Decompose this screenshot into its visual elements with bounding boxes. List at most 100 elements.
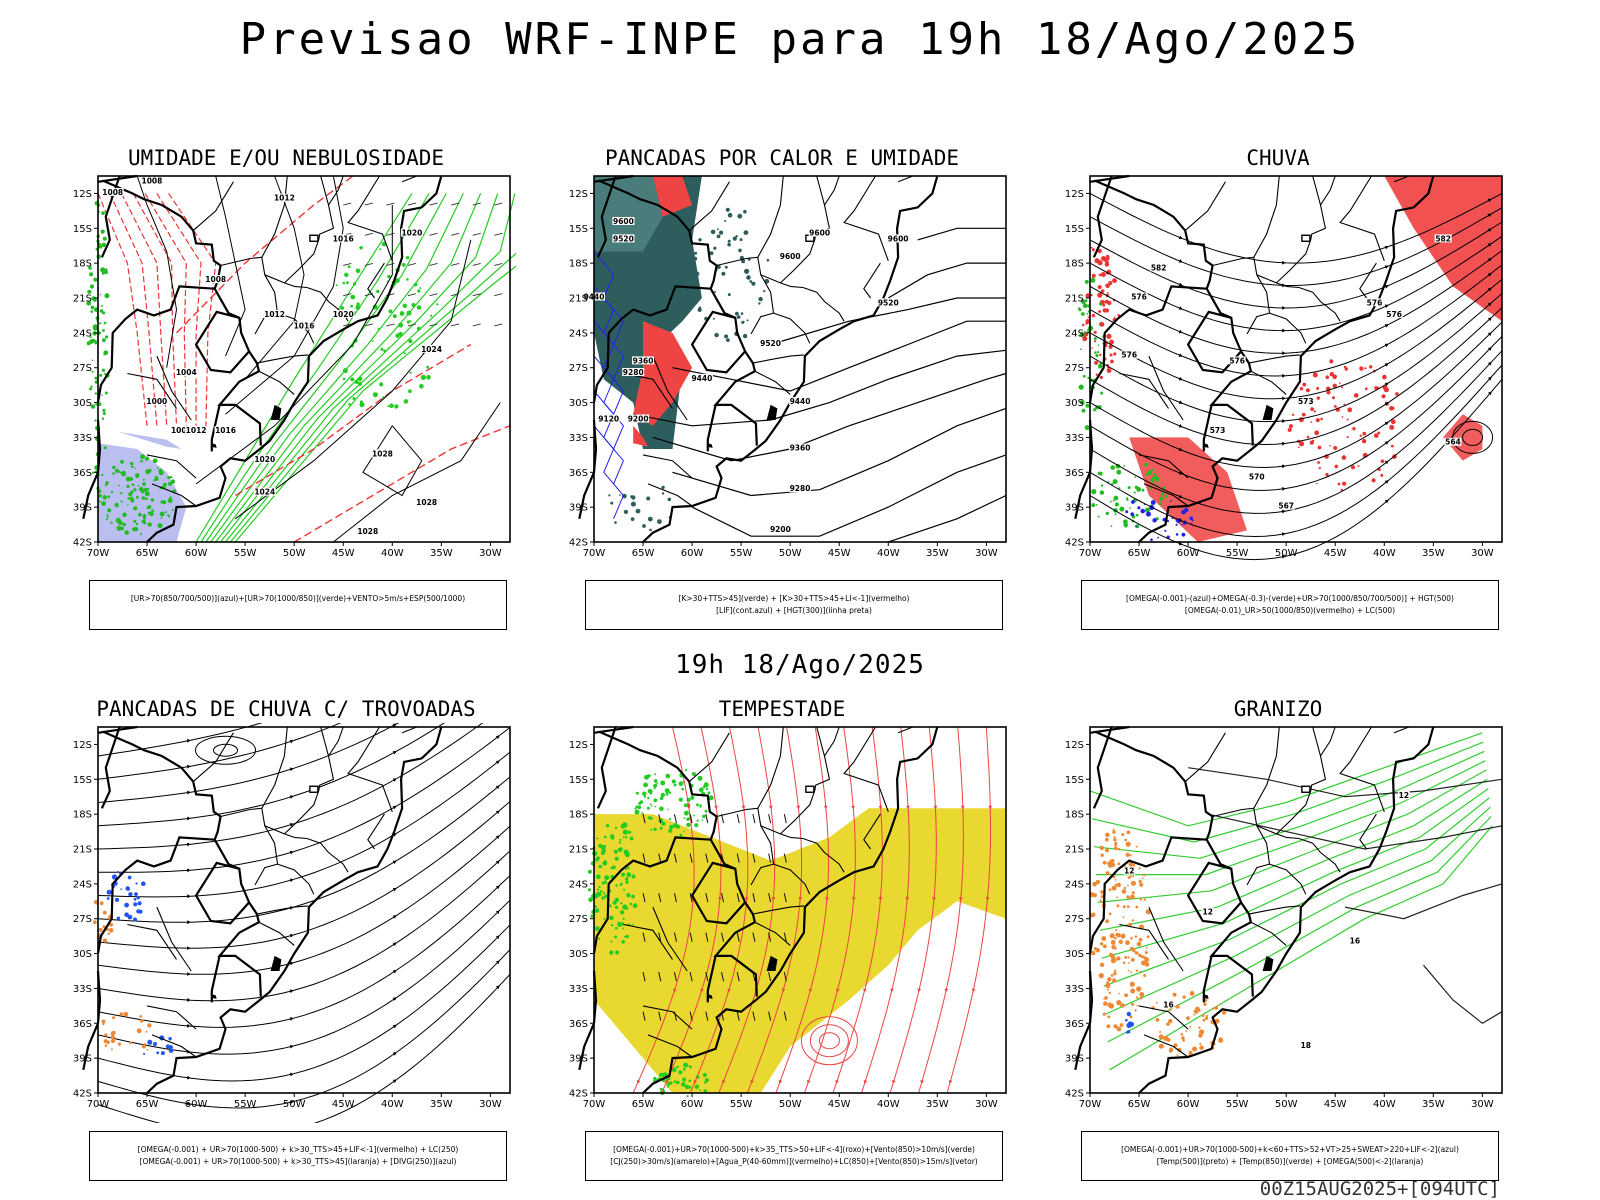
rain-cell bbox=[1310, 421, 1313, 423]
coastline bbox=[1138, 726, 1435, 1094]
wind850-green-cell bbox=[619, 838, 622, 841]
state-border bbox=[1393, 175, 1410, 183]
rain-cell bbox=[1109, 353, 1113, 357]
x-tick-label: 45W bbox=[1324, 1099, 1347, 1110]
legend-line: [OMEGA(-0.001)-(azul)+OMEGA(-0.3)-(verde… bbox=[1126, 594, 1454, 603]
temp850-contour bbox=[1089, 732, 1483, 827]
omega500-orange-cell bbox=[1127, 969, 1130, 972]
instability-cell bbox=[727, 242, 731, 247]
wind850-green-cell bbox=[683, 1068, 686, 1071]
x-tick-label: 50W bbox=[1275, 1099, 1298, 1110]
omega500-orange-cell bbox=[1108, 912, 1112, 916]
humidity-1000-850-cell bbox=[122, 512, 127, 518]
omega-blue-cell bbox=[1166, 520, 1170, 523]
legend-line: [Temp(500)](preto) + [Temp(850)](verde) … bbox=[1156, 1157, 1424, 1166]
wind850-green-cell bbox=[661, 821, 666, 826]
wind850-green-cell bbox=[647, 816, 651, 820]
y-tick-label: 36S bbox=[569, 468, 588, 479]
instability-cell bbox=[737, 213, 743, 219]
coastline bbox=[642, 175, 939, 543]
instability-cell bbox=[736, 315, 741, 319]
country-border bbox=[194, 861, 250, 925]
stream-arrow bbox=[289, 767, 294, 772]
wind850-green-cell bbox=[653, 779, 658, 783]
rain-cell bbox=[1094, 360, 1099, 365]
state-border bbox=[790, 285, 845, 322]
humidity-1000-850-cell bbox=[167, 481, 173, 486]
contour-label: 9520 bbox=[613, 234, 634, 243]
omega500-orange-cell bbox=[1125, 841, 1131, 847]
state-border bbox=[897, 175, 914, 183]
streamline bbox=[97, 973, 511, 1123]
omega500-orange-cell bbox=[1143, 974, 1147, 977]
country-border bbox=[1202, 955, 1213, 1003]
omega500-orange-cell bbox=[1110, 974, 1114, 977]
omega500-orange-cell bbox=[1130, 894, 1135, 900]
instability-cell bbox=[714, 332, 719, 338]
wind-arrow bbox=[419, 287, 422, 290]
rain-cell bbox=[1371, 478, 1376, 483]
humidity-1000-850-cell bbox=[162, 500, 167, 505]
wind850-green-cell bbox=[659, 1072, 664, 1078]
convection-orange-cell bbox=[106, 1040, 110, 1044]
stream-arrow bbox=[988, 805, 993, 810]
contour-label: 576 bbox=[1131, 293, 1147, 302]
wind-vector bbox=[494, 263, 503, 266]
contour-label: 9520 bbox=[878, 298, 899, 307]
stream-arrow bbox=[1178, 353, 1183, 357]
omega500-orange-cell bbox=[1091, 950, 1096, 956]
humidity-1000-850-cell bbox=[90, 385, 93, 388]
y-tick-label: 27S bbox=[73, 914, 92, 925]
omega500-orange-cell bbox=[1159, 1031, 1162, 1033]
isobar bbox=[136, 175, 178, 368]
humidity-1000-850-cell bbox=[128, 492, 133, 497]
contour-label: 9360 bbox=[790, 444, 811, 453]
wind850-green-cell bbox=[608, 904, 612, 908]
omega500-orange-cell bbox=[1158, 1034, 1164, 1040]
humidity-1000-850-cell bbox=[114, 502, 119, 508]
omega-blue-cell bbox=[1125, 510, 1129, 514]
omega500-orange-cell bbox=[1199, 1029, 1205, 1035]
humidity-1000-850-cell bbox=[107, 495, 111, 499]
stream-arrow bbox=[1384, 402, 1389, 406]
stream-arrow bbox=[392, 997, 397, 1001]
instability-cell bbox=[661, 485, 665, 490]
rain-cell bbox=[1097, 260, 1103, 266]
wind850-green-cell bbox=[654, 773, 657, 776]
omega500-orange-cell bbox=[1143, 898, 1146, 901]
wind-vector bbox=[451, 293, 460, 297]
omega500-orange-cell bbox=[1144, 957, 1150, 962]
contour-label: 9440 bbox=[691, 374, 712, 383]
divergence-cell bbox=[117, 870, 119, 873]
state-border bbox=[1393, 726, 1410, 734]
humidity-1000-850-cell bbox=[135, 495, 139, 499]
streamline bbox=[97, 727, 511, 873]
omega500-orange-cell bbox=[1136, 996, 1139, 999]
rain-cell bbox=[1353, 393, 1359, 398]
omega500-orange-cell bbox=[1111, 885, 1117, 891]
humidity-1000-850-cell bbox=[99, 322, 102, 325]
state-border bbox=[1119, 923, 1169, 960]
state-border bbox=[220, 256, 262, 267]
wind850-green-cell bbox=[598, 937, 601, 940]
wind-vector bbox=[689, 972, 693, 982]
contour-label: 1012 bbox=[274, 194, 295, 203]
humidity-1000-850-contour bbox=[220, 193, 499, 543]
instability-cell bbox=[698, 238, 702, 242]
stream-arrow bbox=[798, 897, 803, 901]
contour-label-bg bbox=[789, 484, 811, 493]
humidity-1000-850-cell bbox=[156, 467, 159, 469]
contour-label-bg bbox=[400, 228, 423, 237]
country-border bbox=[100, 726, 121, 809]
streamline bbox=[97, 723, 263, 757]
contour-label-bg bbox=[612, 216, 635, 225]
convection-orange-cell bbox=[102, 938, 107, 943]
wind850-green-cell bbox=[649, 791, 653, 795]
rain-cell bbox=[1113, 316, 1116, 319]
convection-orange-cell bbox=[111, 1030, 116, 1035]
divergence-cell bbox=[135, 882, 138, 885]
stream-arrow bbox=[1487, 198, 1492, 203]
country-border bbox=[1186, 310, 1242, 374]
stream-arrow bbox=[289, 739, 294, 744]
stream-arrow bbox=[807, 1079, 811, 1084]
